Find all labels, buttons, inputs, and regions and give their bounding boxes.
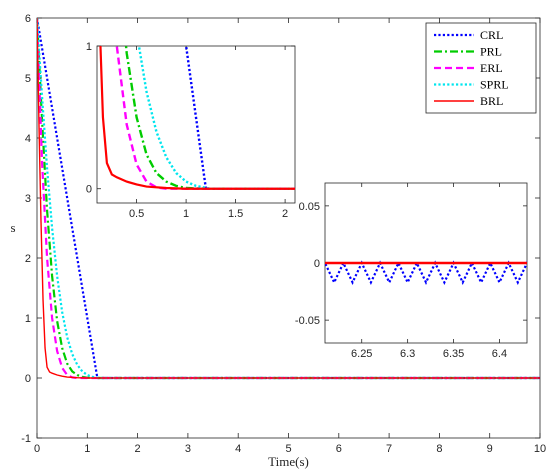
y-tick-label: 0 (25, 373, 31, 385)
y-tick-label: 1 (25, 313, 31, 325)
legend-label-erl: ERL (480, 61, 503, 75)
legend-label-brl: BRL (480, 94, 503, 108)
inset2-x-tick-label: 6.25 (351, 348, 372, 360)
inset2-x-tick-label: 6.3 (400, 348, 415, 360)
series-line-brl (37, 18, 540, 379)
y-tick-label: 5 (25, 73, 31, 85)
x-tick-label: 10 (534, 443, 546, 455)
x-tick-label: 4 (235, 443, 241, 455)
legend-label-crl: CRL (480, 28, 503, 42)
x-axis-label: Time(s) (268, 454, 309, 469)
inset1-y-tick-label: 1 (86, 41, 92, 53)
inset2-x-tick-label: 6.35 (443, 348, 464, 360)
y-axis-label: s (10, 220, 15, 235)
y-tick-label: -1 (21, 433, 31, 445)
inset1-y-tick-label: 0 (86, 184, 92, 196)
y-tick-label: 6 (25, 13, 31, 25)
x-tick-label: 3 (185, 443, 191, 455)
x-tick-label: 7 (386, 443, 392, 455)
y-tick-label: 3 (25, 193, 31, 205)
inset1-x-tick-label: 1 (183, 208, 189, 220)
inset2-y-tick-label: 0.05 (299, 201, 320, 213)
y-tick-label: 2 (25, 253, 31, 265)
inset1-x-tick-label: 0.5 (129, 208, 144, 220)
inset2-y-tick-label: -0.05 (295, 315, 320, 327)
inset1-series-group (99, 46, 295, 190)
main-series-group (37, 18, 540, 380)
inset2-x-tick-label: 6.4 (492, 348, 507, 360)
legend-box (425, 22, 537, 114)
x-tick-label: 0 (34, 443, 40, 455)
legend-label-sprl: SPRL (480, 78, 509, 92)
inset2-series-group (325, 260, 527, 286)
series-line-sprl (37, 18, 540, 380)
inset1-x-tick-label: 1.5 (228, 208, 243, 220)
legend-label-prl: PRL (480, 45, 502, 59)
inset2-y-tick-label: 0 (314, 258, 320, 270)
x-tick-label: 5 (285, 443, 291, 455)
inset1-line-brl (99, 46, 295, 190)
inset1-x-tick-label: 2 (282, 208, 288, 220)
y-tick-label: 4 (25, 133, 31, 145)
x-tick-label: 6 (336, 443, 342, 455)
inset2-line-crl (325, 260, 527, 286)
x-tick-label: 8 (436, 443, 442, 455)
x-tick-label: 1 (84, 443, 90, 455)
x-tick-label: 2 (135, 443, 141, 455)
inset1-line-sprl (137, 46, 295, 190)
x-tick-label: 9 (487, 443, 493, 455)
